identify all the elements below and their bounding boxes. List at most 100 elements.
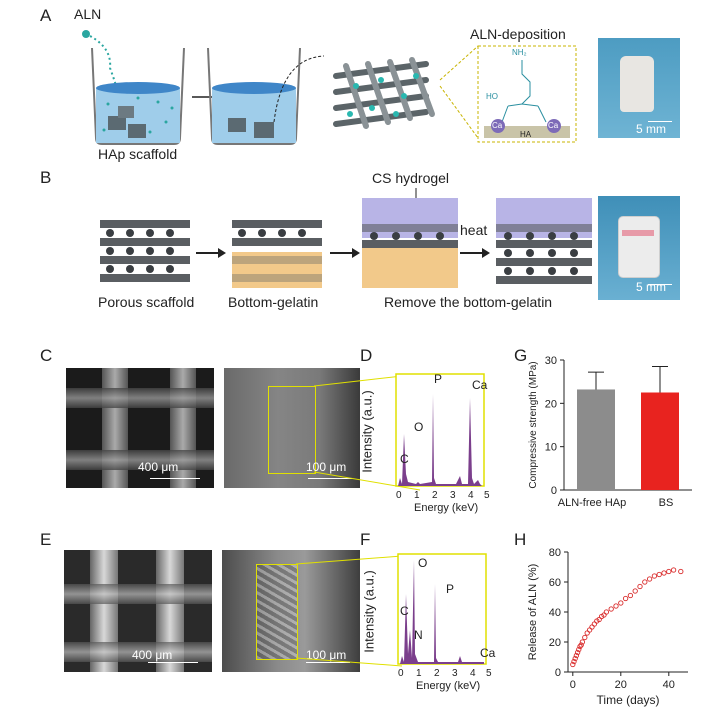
sem-e-high: [222, 550, 360, 672]
h-xtick-label-1: 20: [615, 679, 627, 691]
h-ylabel: Release of ALN (%): [527, 564, 539, 661]
sem-c-high: [224, 368, 360, 488]
h-point-30: [661, 570, 667, 576]
h-point-22: [622, 595, 629, 602]
beaker-2: [207, 47, 325, 145]
panel-letter-f: F: [360, 530, 371, 549]
peak-o-d: O: [414, 420, 424, 434]
porous-scaffold-diagram: [100, 220, 190, 282]
h-ytick-label-0: 0: [555, 667, 561, 679]
h-point-24: [632, 588, 638, 594]
h-point-27: [646, 576, 653, 582]
scaffold-photo-a: [598, 38, 680, 138]
aln-deposition-title: ALN-deposition: [470, 26, 566, 42]
eds-ylabel-f: Intensity (a.u.): [361, 570, 377, 653]
h-point-0: [570, 661, 576, 668]
eds-tick-5-d: 5: [484, 490, 490, 501]
nh2-label: NH₂: [512, 48, 527, 57]
eds-tick-2-d: 2: [432, 490, 438, 501]
h-point-28: [651, 573, 658, 579]
removed-gelatin-diagram: [496, 198, 592, 284]
peak-c-d: C: [400, 452, 409, 466]
h-point-2: [572, 655, 578, 662]
h-point-33: [678, 568, 684, 575]
hap-scaffold-label: HAp scaffold: [98, 146, 178, 162]
eds-tick-5-f: 5: [486, 668, 492, 679]
h-point-7: [578, 642, 584, 648]
h-point-4: [574, 649, 581, 656]
aln-label: ALN: [74, 6, 102, 22]
eds-tick-4-d: 4: [468, 490, 474, 501]
g-ytick-label-3: 30: [545, 355, 557, 367]
scale-b: 5 mm: [636, 280, 666, 294]
eds-tick-0-d: 0: [396, 490, 402, 501]
panel-letter-h: H: [514, 530, 527, 549]
h-point-20: [613, 603, 619, 609]
g-ytick-label-2: 20: [545, 398, 557, 410]
g-ylabel: Compressive strength (MPa): [528, 361, 539, 488]
h-point-9: [582, 634, 588, 641]
h-xtick-label-0: 0: [570, 679, 576, 691]
ho-label: HO: [486, 92, 498, 101]
h-point-8: [579, 639, 586, 645]
h-point-1: [571, 658, 577, 665]
h-point-6: [577, 643, 583, 650]
g-ytick-label-1: 10: [545, 442, 557, 454]
h-point-25: [637, 583, 643, 590]
eds-tick-1-f: 1: [416, 668, 422, 679]
h-point-32: [670, 567, 677, 573]
scale-e2: 100 μm: [306, 648, 347, 662]
eds-xlabel-d: Energy (keV): [414, 502, 479, 514]
peak-n-f: N: [414, 628, 423, 642]
sem-c-low: [66, 368, 214, 488]
g-bar-0: [577, 389, 615, 490]
sem-e-low: [64, 550, 212, 672]
g-cat-label-0: ALN-free HAp: [558, 497, 626, 509]
zoom-lines-a: [439, 45, 479, 139]
eds-tick-1-d: 1: [414, 490, 420, 501]
scale-a: 5 mm: [636, 122, 666, 136]
arrow-b2: [330, 248, 360, 258]
remove-gelatin-label: Remove the bottom-gelatin: [384, 294, 553, 310]
porous-scaffold-label: Porous scaffold: [98, 294, 195, 310]
panel-letter-e: E: [40, 530, 52, 549]
eds-tick-3-f: 3: [452, 668, 458, 679]
peak-p-d: P: [434, 372, 443, 386]
h-ytick-label-3: 60: [549, 577, 561, 589]
scaffold-photo-b: [598, 196, 680, 300]
aln-molecule-box: [477, 45, 577, 143]
heat-label: heat: [460, 222, 488, 238]
panel-letter-c: C: [40, 346, 53, 365]
h-xtick-label-2: 40: [663, 679, 675, 691]
eds-tick-3-d: 3: [450, 490, 456, 501]
scale-e1: 400 μm: [132, 648, 173, 662]
h-point-29: [656, 571, 662, 578]
cs-hydrogel-diagram: [362, 198, 458, 288]
eds-spectrum-d: [395, 373, 485, 487]
h-xlabel: Time (days): [597, 693, 660, 707]
h-point-19: [608, 606, 614, 612]
eds-tick-2-f: 2: [434, 668, 440, 679]
peak-ca-f: Ca: [480, 646, 496, 660]
ha-label: HA: [520, 130, 532, 139]
scale-c1: 400 μm: [138, 460, 179, 474]
h-point-3: [573, 652, 580, 659]
arrow-b1: [196, 248, 226, 258]
h-point-26: [642, 579, 648, 585]
eds-tick-0-f: 0: [398, 668, 404, 679]
h-point-18: [603, 609, 610, 615]
h-ytick-label-4: 80: [549, 547, 561, 559]
ca-label-2: Ca: [548, 121, 559, 130]
cs-hydrogel-label: CS hydrogel: [372, 170, 450, 186]
h-point-13: [591, 621, 598, 627]
h-point-11: [586, 627, 593, 633]
scale-c2: 100 μm: [306, 460, 347, 474]
bottom-gelatin-label: Bottom-gelatin: [228, 294, 319, 310]
eds-xlabel-f: Energy (keV): [416, 680, 481, 692]
h-point-12: [589, 624, 595, 630]
peak-p-f: P: [446, 582, 455, 596]
arrow-b3: [460, 248, 490, 258]
ca-label-1: Ca: [492, 121, 503, 130]
peak-ca-d: Ca: [472, 378, 488, 392]
panel-letter-g: G: [514, 346, 528, 365]
